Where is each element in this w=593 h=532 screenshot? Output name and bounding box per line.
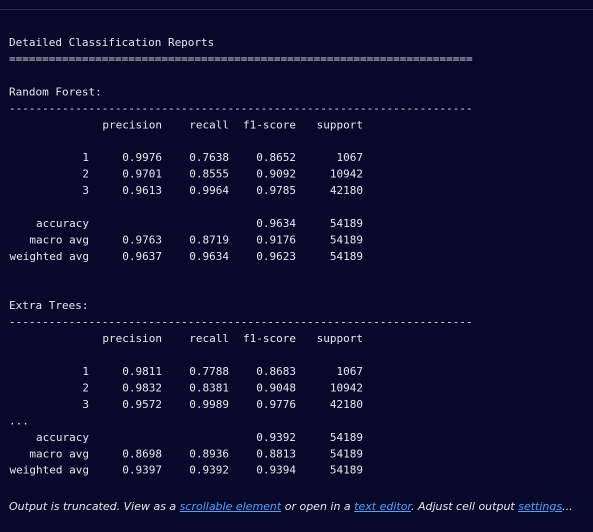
section-rule: ----------------------------------------…: [9, 316, 473, 329]
cell-value: 0.9392: [256, 431, 296, 444]
column-header: precision: [102, 332, 162, 345]
cell-value: 0.9964: [189, 184, 229, 197]
notice-text: Output is truncated. View as a: [9, 500, 180, 513]
cell-value: 0.8698: [122, 447, 162, 460]
row-label: 2: [82, 381, 89, 394]
row-label: accuracy: [36, 431, 89, 444]
cell-value: 10942: [330, 381, 363, 394]
cell-value: 0.9092: [256, 168, 296, 181]
cell-value: 54189: [330, 217, 363, 230]
cell-value: 0.7788: [189, 365, 229, 378]
cell-value: 0.9397: [122, 464, 162, 477]
cell-value: 54189: [330, 233, 363, 246]
title-rule: ========================================…: [9, 52, 473, 65]
cell-value: 0.8813: [256, 447, 296, 460]
row-label: 3: [82, 184, 89, 197]
truncation-notice: Output is truncated. View as a scrollabl…: [9, 500, 573, 513]
cell-value: 0.9623: [256, 250, 296, 263]
column-header: f1-score: [243, 118, 296, 131]
row-label: 3: [82, 398, 89, 411]
cell-value: 42180: [330, 184, 363, 197]
column-header: recall: [189, 118, 229, 131]
cell-value: 1067: [337, 365, 364, 378]
scrollable-link[interactable]: scrollable element: [179, 500, 282, 513]
cell-value: 0.9832: [122, 381, 162, 394]
notice-text: ...: [562, 500, 573, 513]
column-header: support: [317, 118, 363, 131]
cell-value: 0.9613: [122, 184, 162, 197]
cell-value: 0.9637: [122, 250, 162, 263]
cell-value: 0.9989: [189, 398, 229, 411]
notice-text: or open in a: [281, 500, 355, 513]
cell-value: 0.9785: [256, 184, 296, 197]
row-label: 1: [82, 151, 89, 164]
cell-value: 0.9048: [256, 381, 296, 394]
cell-value: 0.9634: [189, 250, 229, 263]
row-label: macro avg: [29, 447, 89, 460]
model-name: Extra Trees:: [9, 299, 88, 312]
column-header: f1-score: [243, 332, 296, 345]
cell-value: 0.9394: [256, 464, 296, 477]
cell-value: 0.9776: [256, 398, 296, 411]
settings-link[interactable]: settings: [518, 500, 563, 513]
column-header: support: [317, 332, 363, 345]
cell-value: 0.9976: [122, 151, 162, 164]
cell-border: [0, 0, 593, 10]
cell-value: 0.9811: [122, 365, 162, 378]
column-header: precision: [102, 118, 162, 131]
row-label: 2: [82, 168, 89, 181]
cell-output: Detailed Classification Reports =========…: [9, 36, 473, 477]
column-header: recall: [189, 332, 229, 345]
cell-value: 0.9634: [256, 217, 296, 230]
cell-value: 0.9392: [189, 464, 229, 477]
section-rule: ----------------------------------------…: [9, 102, 473, 115]
cell-value: 0.9176: [256, 233, 296, 246]
cell-value: 0.8936: [189, 447, 229, 460]
row-label: macro avg: [29, 233, 89, 246]
cell-value: 0.8555: [189, 168, 229, 181]
cell-value: 1067: [337, 151, 364, 164]
cell-value: 54189: [330, 447, 363, 460]
cell-value: 0.8381: [189, 381, 229, 394]
cell-value: 54189: [330, 250, 363, 263]
model-name: Random Forest:: [9, 85, 102, 98]
cell-value: 42180: [330, 398, 363, 411]
row-label: weighted avg: [10, 464, 89, 477]
cell-value: 10942: [330, 168, 363, 181]
truncation-mark: ...: [9, 414, 29, 427]
cell-value: 0.8683: [256, 365, 296, 378]
cell-value: 0.9763: [122, 233, 162, 246]
row-label: 1: [82, 365, 89, 378]
row-label: weighted avg: [10, 250, 89, 263]
cell-value: 54189: [330, 464, 363, 477]
cell-value: 54189: [330, 431, 363, 444]
cell-value: 0.8719: [189, 233, 229, 246]
cell-value: 0.8652: [256, 151, 296, 164]
cell-value: 0.7638: [189, 151, 229, 164]
row-label: accuracy: [36, 217, 89, 230]
report-title: Detailed Classification Reports: [9, 36, 214, 49]
cell-value: 0.9572: [122, 398, 162, 411]
cell-value: 0.9701: [122, 168, 162, 181]
notice-text: . Adjust cell output: [410, 500, 519, 513]
text-editor-link[interactable]: text editor: [354, 500, 411, 513]
